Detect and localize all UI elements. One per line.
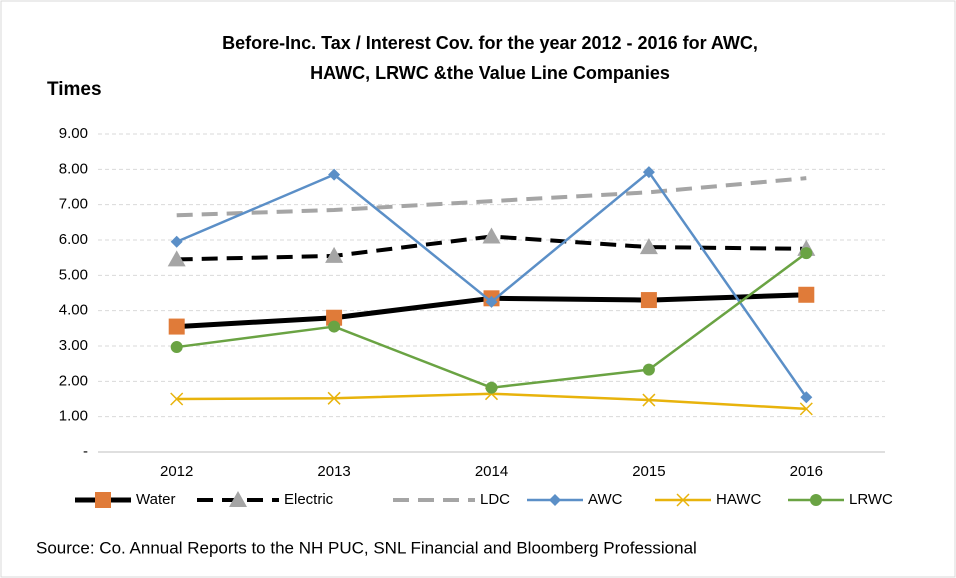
x-tick-label: 2013 (317, 463, 350, 480)
marker (328, 168, 341, 181)
chart-title: Before-Inc. Tax / Interest Cov. for the … (222, 33, 758, 53)
y-tick-label: - (83, 443, 88, 460)
marker (798, 286, 815, 303)
marker (485, 381, 498, 394)
source-note: Source: Co. Annual Reports to the NH PUC… (36, 538, 697, 557)
legend-label: LDC (480, 491, 510, 508)
marker (327, 391, 341, 405)
marker (799, 402, 813, 416)
series-line (176, 176, 807, 218)
marker (95, 492, 111, 508)
marker (485, 295, 498, 308)
legend-label: AWC (588, 491, 623, 508)
marker (640, 292, 657, 309)
y-axis-label: Times (47, 79, 102, 100)
marker (810, 494, 822, 506)
marker (170, 235, 183, 248)
marker (170, 341, 183, 354)
marker (167, 250, 186, 267)
chart-title: HAWC, LRWC &the Value Line Companies (310, 63, 670, 83)
marker (325, 246, 344, 263)
marker (642, 363, 655, 376)
y-tick-label: 5.00 (59, 266, 88, 283)
marker (168, 318, 185, 335)
y-tick-label: 9.00 (59, 125, 88, 142)
marker (642, 393, 656, 407)
marker (549, 494, 561, 506)
y-tick-label: 1.00 (59, 408, 88, 425)
y-tick-label: 4.00 (59, 302, 88, 319)
x-tick-label: 2014 (475, 463, 508, 480)
y-tick-label: 8.00 (59, 160, 88, 177)
x-tick-label: 2015 (632, 463, 665, 480)
legend-label: Electric (284, 491, 334, 508)
marker (170, 392, 184, 406)
marker (639, 238, 658, 255)
y-tick-label: 2.00 (59, 372, 88, 389)
y-tick-label: 3.00 (59, 337, 88, 354)
legend-label: LRWC (849, 491, 893, 508)
marker (482, 227, 501, 244)
marker (800, 247, 813, 260)
x-tick-label: 2016 (790, 463, 823, 480)
marker (800, 391, 813, 404)
marker (326, 309, 343, 326)
legend-label: Water (136, 491, 175, 508)
y-tick-label: 7.00 (59, 196, 88, 213)
marker (676, 493, 690, 507)
marker (229, 491, 247, 507)
marker (328, 320, 341, 333)
legend-label: HAWC (716, 491, 761, 508)
y-tick-label: 6.00 (59, 231, 88, 248)
marker (642, 166, 655, 179)
x-tick-label: 2012 (160, 463, 193, 480)
